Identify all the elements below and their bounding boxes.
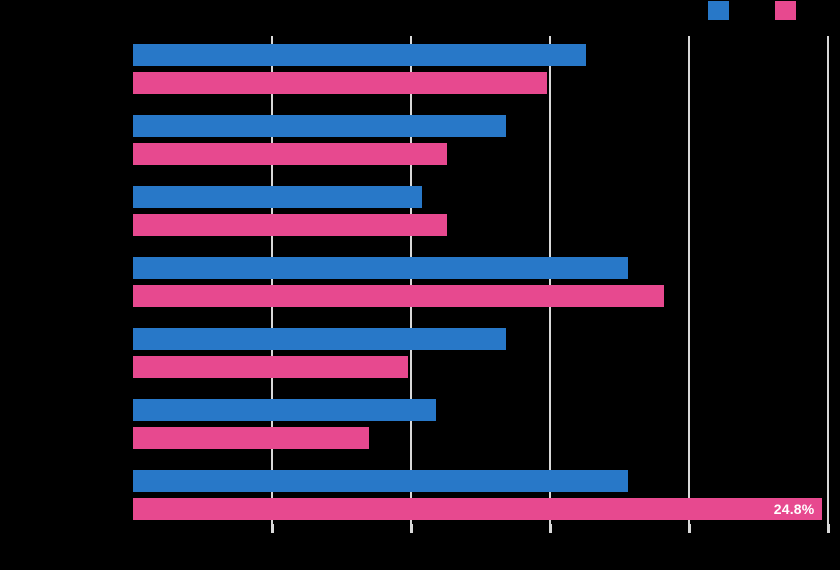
bar-series1-group7	[133, 470, 628, 492]
x-axis-tick-5	[271, 524, 274, 533]
bar-series2-group4	[133, 285, 664, 307]
bar-series1-group1	[133, 44, 587, 66]
x-axis-tick-10	[410, 524, 413, 533]
bar-series2-group7: 24.8%	[133, 498, 823, 520]
bar-series2-group6	[133, 427, 370, 449]
bar-series2-group3	[133, 214, 448, 236]
bar-series2-group2	[133, 143, 448, 165]
bar-series1-group6	[133, 399, 437, 421]
legend	[0, 0, 840, 24]
x-axis-tick-25	[827, 524, 830, 533]
gridline-20	[688, 36, 690, 524]
bar-series1-group2	[133, 115, 506, 137]
x-axis-tick-15	[549, 524, 552, 533]
gridline-25	[827, 36, 829, 524]
gridline-5	[271, 36, 273, 524]
bar-series1-group4	[133, 257, 628, 279]
gridline-15	[549, 36, 551, 524]
gridline-10	[410, 36, 412, 524]
legend-swatch-series-1	[708, 1, 729, 20]
bar-series1-group3	[133, 186, 423, 208]
legend-swatch-series-2	[775, 1, 796, 20]
bar-value-label: 24.8%	[773, 501, 815, 517]
bar-series2-group1	[133, 72, 548, 94]
bar-series1-group5	[133, 328, 506, 350]
x-axis-tick-20	[688, 524, 691, 533]
bar-series2-group5	[133, 356, 409, 378]
